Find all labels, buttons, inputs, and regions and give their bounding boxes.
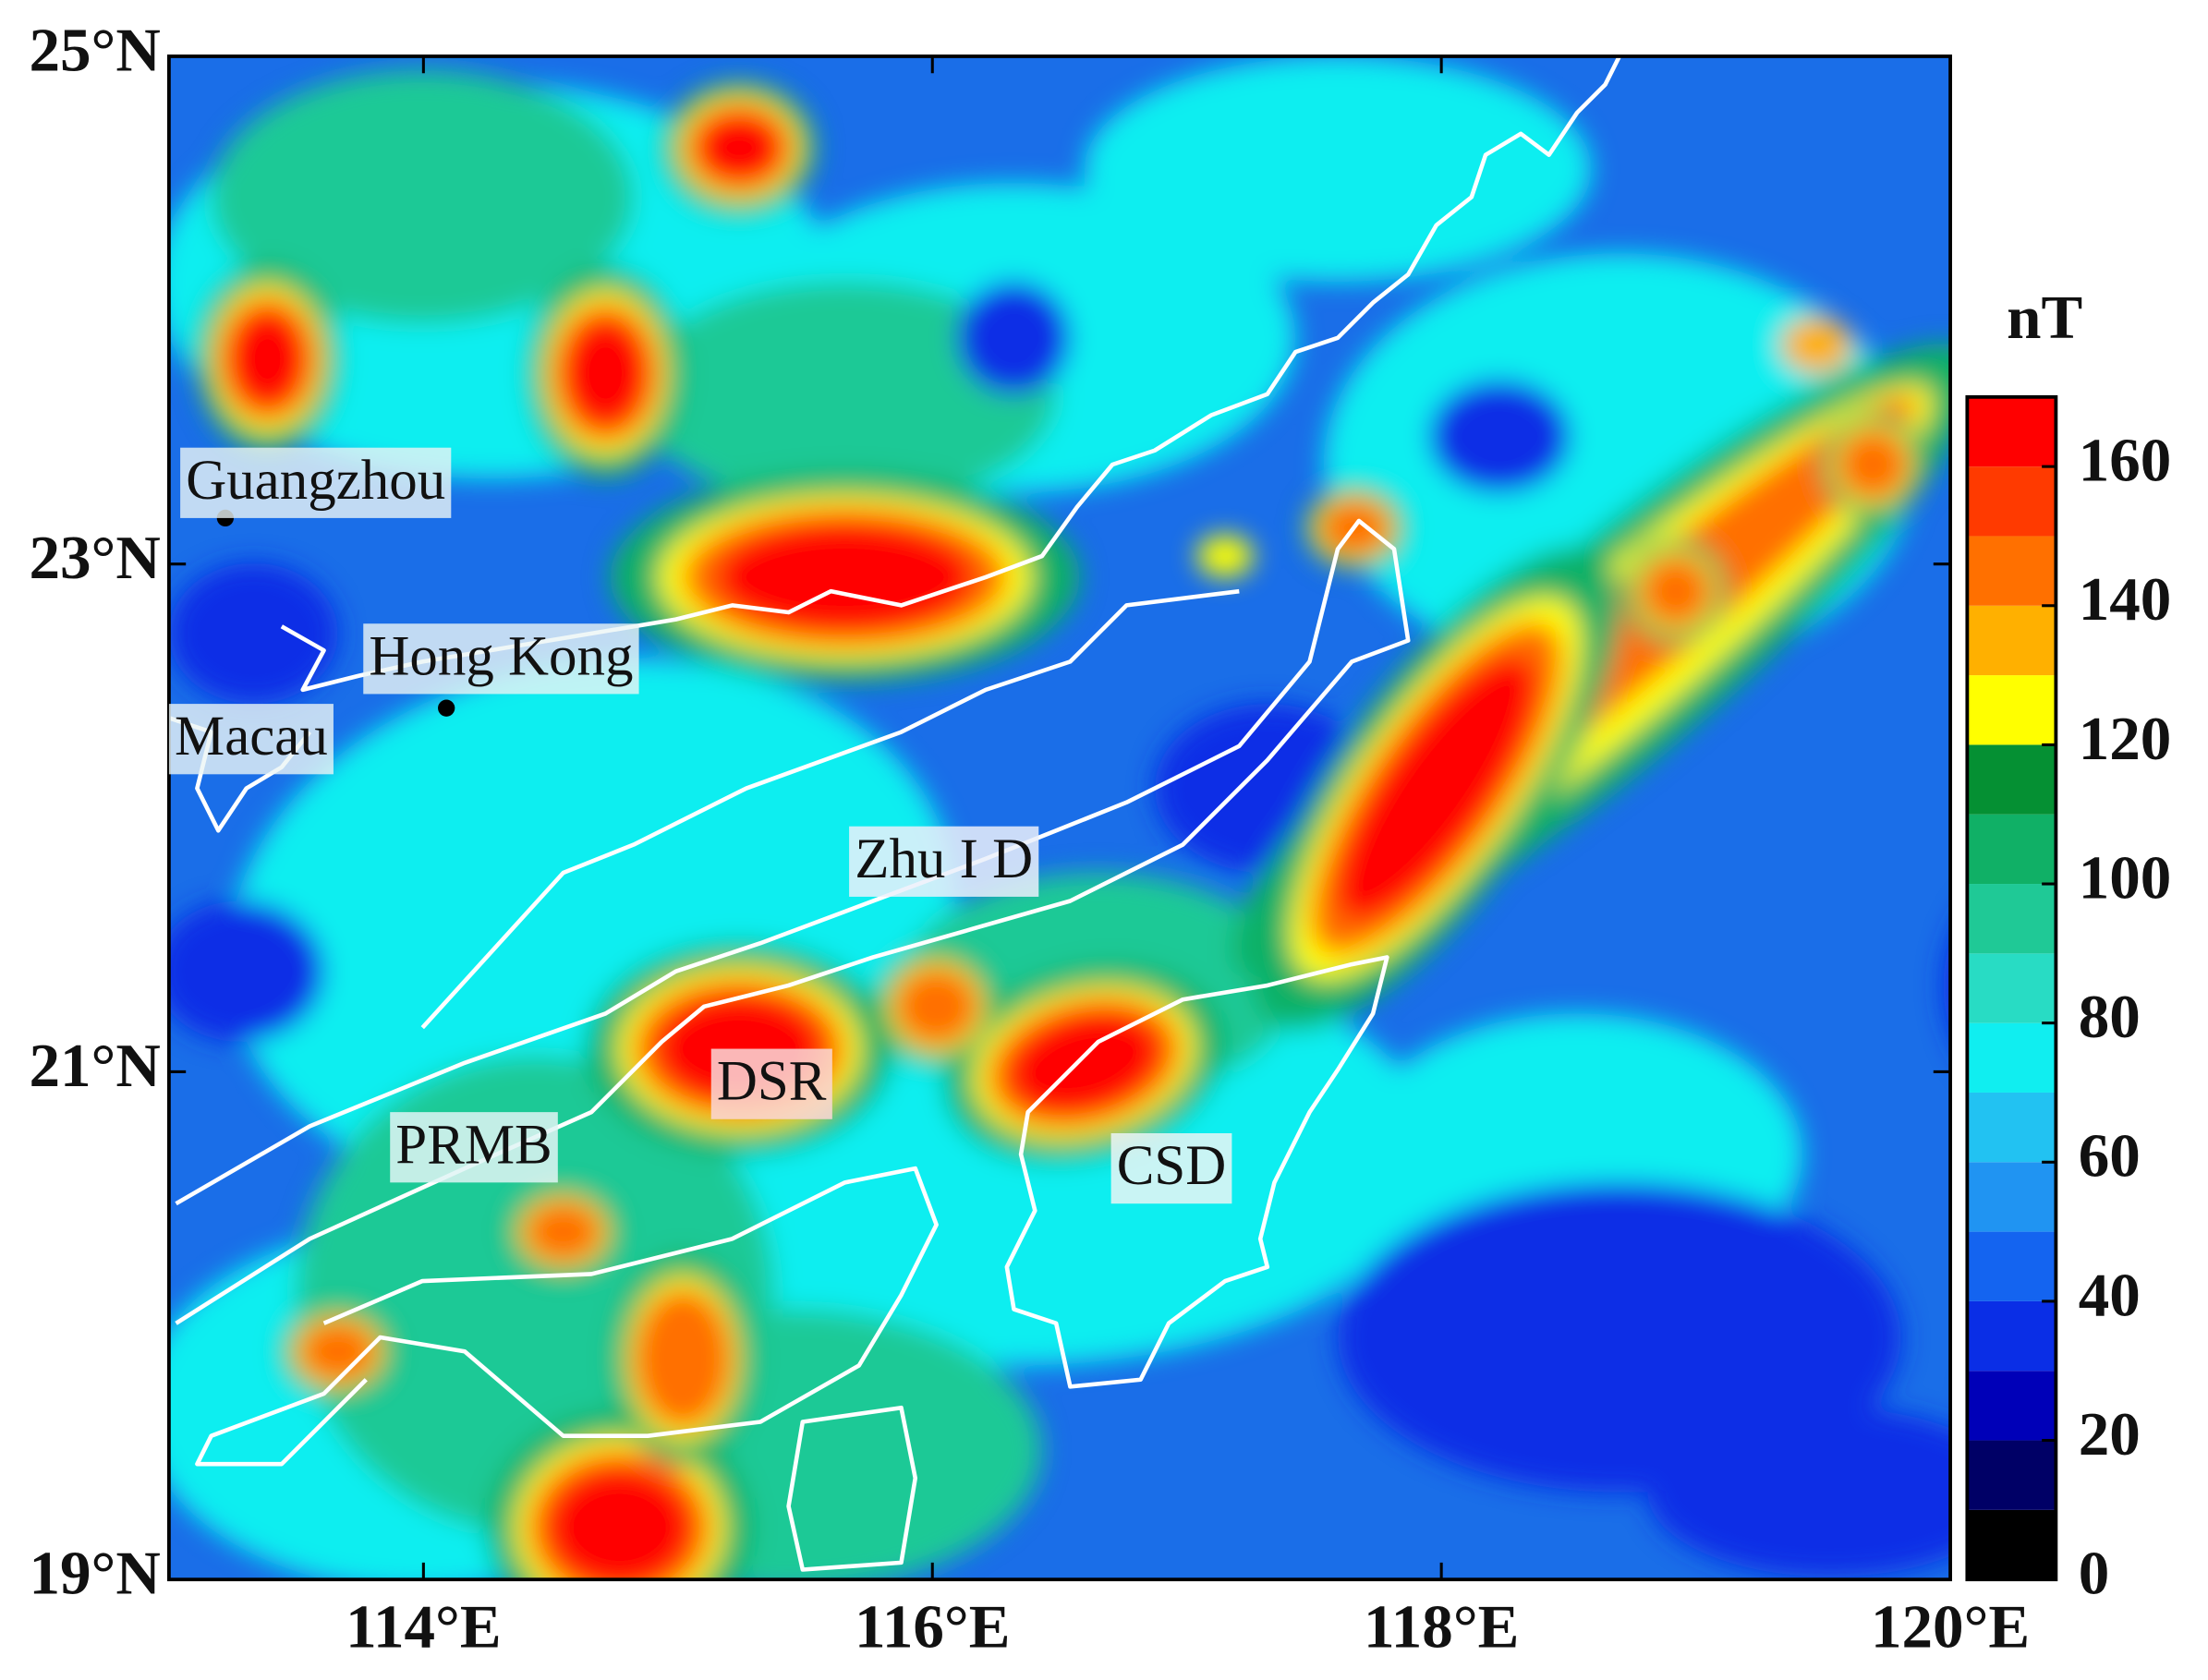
y-tick-label: 21°N [29, 1031, 160, 1100]
city-label: Hong Kong [369, 625, 633, 687]
plot-frame [167, 54, 1952, 1582]
label-box [710, 1048, 832, 1119]
colorbar-band [1967, 1092, 2056, 1163]
colorbar-band [1967, 605, 2056, 676]
colorbar-band [1967, 1300, 2056, 1372]
label-box [849, 826, 1039, 897]
colorbar-title: nT [2007, 283, 2082, 352]
zhu-depression-outline [175, 518, 1411, 1325]
colorbar-band [1967, 953, 2056, 1023]
colorbar-band [1967, 1162, 2056, 1232]
colorbar-frame [1965, 394, 2058, 1582]
colorbar-band [1967, 744, 2056, 815]
colorbar-band [1967, 1440, 2056, 1510]
region-label: Zhu I D [855, 828, 1033, 890]
colorbar-band [1967, 466, 2056, 537]
colorbar-tick-label: 0 [2079, 1539, 2110, 1608]
region-label: CSD [1117, 1135, 1227, 1197]
colorbar-band [1967, 1371, 2056, 1441]
colorbar-band [1967, 1509, 2056, 1580]
x-tick-label: 116°E [855, 1591, 1010, 1661]
city-dot [438, 699, 455, 717]
label-box [1110, 1132, 1232, 1204]
magnetic-field [168, 55, 1951, 1580]
colorbar-tick-label: 80 [2079, 982, 2141, 1051]
colorbar-band [1967, 1231, 2056, 1301]
colorbar-tick-label: 120 [2079, 704, 2172, 773]
city-label: Guangzhou [186, 450, 445, 512]
island-outline [786, 1405, 918, 1572]
colorbar-tick-label: 60 [2079, 1121, 2141, 1191]
colorbar-band [1967, 675, 2056, 745]
colorbar-tick-label: 140 [2079, 564, 2172, 634]
y-tick-label: 19°N [29, 1539, 160, 1608]
city-label: Macau [175, 706, 328, 767]
colorbar-band [1967, 1022, 2056, 1093]
label-box [363, 623, 639, 695]
colorbar-tick-label: 40 [2079, 1260, 2141, 1329]
label-box [390, 1112, 558, 1183]
x-tick-label: 118°E [1364, 1591, 1519, 1661]
x-tick-label: 120°E [1871, 1591, 2030, 1661]
colorbar-tick-label: 100 [2079, 842, 2172, 912]
colorbar-tick-label: 20 [2079, 1399, 2141, 1468]
prmb-outline [195, 1166, 939, 1467]
label-box [168, 704, 334, 775]
y-tick-label: 25°N [29, 15, 160, 84]
colorbar-band [1967, 814, 2056, 885]
csd-outline [1004, 955, 1389, 1389]
label-box [180, 447, 452, 518]
basin-outline [420, 588, 1240, 1030]
colorbar-tick-label: 160 [2079, 426, 2172, 495]
colorbar-band [1967, 884, 2056, 954]
x-tick-label: 114°E [346, 1591, 501, 1661]
region-label: DSR [717, 1051, 827, 1113]
colorbar-band [1967, 536, 2056, 606]
region-label: PRMB [395, 1114, 552, 1176]
y-tick-label: 23°N [29, 523, 160, 592]
colorbar-band [1967, 396, 2056, 467]
